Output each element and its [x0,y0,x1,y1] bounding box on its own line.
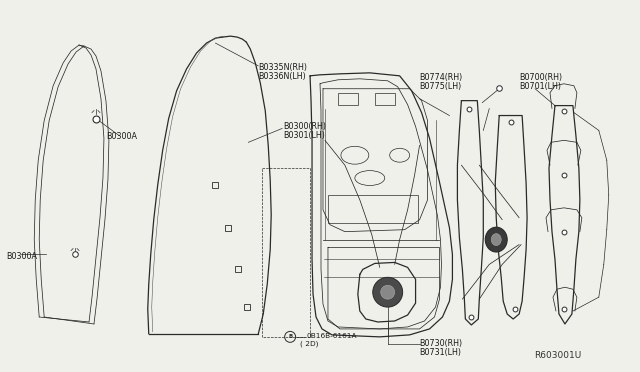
Ellipse shape [485,227,507,252]
Ellipse shape [372,277,403,307]
Text: B0300A: B0300A [106,132,137,141]
Bar [328,195,417,223]
Text: 0B16B-6161A: 0B16B-6161A [306,333,356,339]
Text: B0301(LH): B0301(LH) [283,131,325,140]
Bar [338,93,358,105]
Bar [375,93,395,105]
Text: B0730(RH): B0730(RH) [420,339,463,348]
Text: B: B [288,334,292,339]
Text: B0775(LH): B0775(LH) [420,82,462,91]
Bar [236,266,241,272]
Text: B0300A: B0300A [6,251,37,260]
Text: B0774(RH): B0774(RH) [420,73,463,82]
Text: B0700(RH): B0700(RH) [519,73,563,82]
Text: B0336N(LH): B0336N(LH) [259,72,306,81]
Text: B0731(LH): B0731(LH) [420,348,461,357]
Ellipse shape [492,234,501,246]
Bar [212,182,218,188]
Text: R603001U: R603001U [534,351,581,360]
Bar [244,304,250,310]
Text: B0701(LH): B0701(LH) [519,82,561,91]
Text: B0300(RH): B0300(RH) [283,122,326,131]
Ellipse shape [381,285,395,299]
Text: ( 2D): ( 2D) [300,341,319,347]
Bar [225,225,232,231]
Text: B0335N(RH): B0335N(RH) [259,63,307,72]
